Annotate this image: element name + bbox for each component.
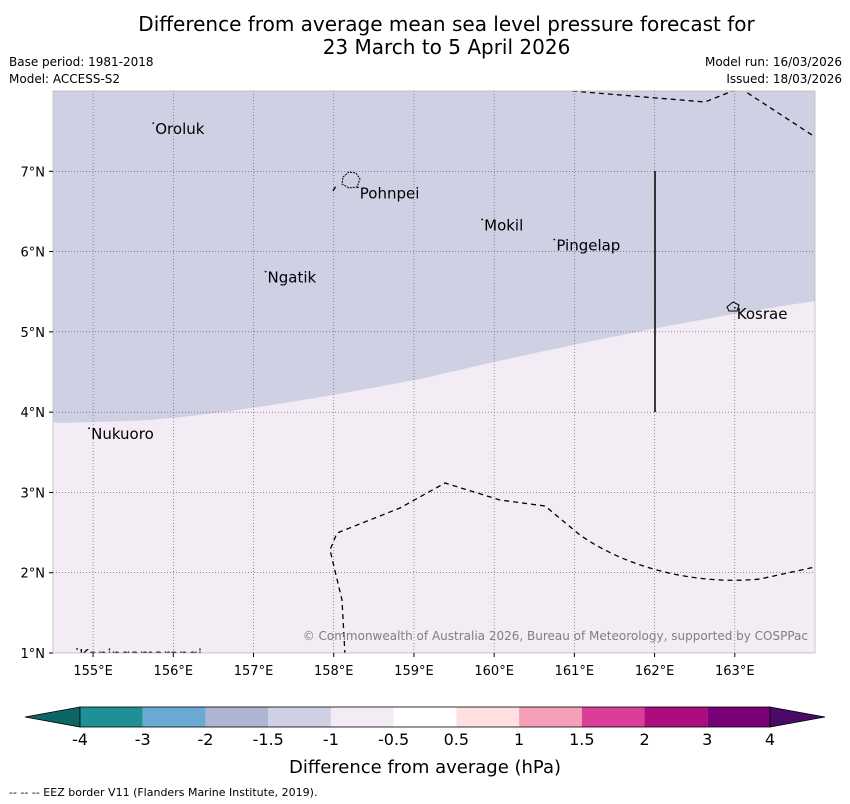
colorbar-segment [581, 707, 645, 727]
lon-tick-label: 160°E [474, 664, 514, 679]
colorbar-segment [707, 707, 770, 727]
issued-date: Issued: 18/03/2026 [726, 72, 842, 86]
place-label: Kapingamarangi [79, 646, 202, 664]
place-label: Ngatik [268, 269, 317, 287]
colorbar-under-arrow [24, 706, 81, 728]
lon-tick-label: 158°E [314, 664, 354, 679]
lat-tick-label: 2°N [21, 567, 46, 582]
lon-tick-label: 162°E [635, 664, 675, 679]
axis-ticks: 155°E 156°E 157°E 158°E 159°E 160°E 161°E 162°E… [21, 165, 755, 679]
colorbar-tick-label: 4 [765, 730, 775, 749]
lon-tick-label: 155°E [73, 664, 113, 679]
colorbar-tick-label: -1.5 [253, 730, 284, 749]
map-frame [52, 90, 816, 654]
pohnpei-island-outline [341, 171, 361, 189]
colorbar-tick-label: -2 [197, 730, 213, 749]
colorbar-segment [644, 707, 708, 727]
colorbar-tick-label: 3 [702, 730, 712, 749]
lon-tick-label: 159°E [394, 664, 434, 679]
meta-right: Model run: 16/03/2026 Issued: 18/03/2026 [705, 54, 842, 88]
eez-border-north [571, 91, 813, 136]
kosrae-island-outline [726, 301, 740, 312]
model-run: Model run: 16/03/2026 [704, 55, 842, 69]
colorbar-outline [79, 706, 771, 728]
place-marker [264, 270, 267, 273]
base-period: Base period: 1981-2018 [9, 55, 154, 69]
lon-tick-label: 161°E [555, 664, 595, 679]
colorbar-segment [80, 707, 143, 727]
colorbar-tick-label: -3 [135, 730, 151, 749]
colorbar-tick-label: -1 [323, 730, 339, 749]
colorbar-tick-label: -4 [72, 730, 88, 749]
colorbar-segment [205, 707, 269, 727]
colorbar-segment [142, 707, 206, 727]
lat-tick-label: 4°N [21, 406, 46, 421]
place-marker [481, 218, 484, 221]
colorbar-tick-label: 2 [639, 730, 649, 749]
colorbar: -4 -3 -2 -1.5 -1 -0.5 0.5 1 1.5 2 3 4 [24, 706, 826, 749]
place-label: Mokil [484, 216, 523, 234]
graticule [53, 91, 815, 653]
map-title: Difference from average mean sea level p… [0, 13, 850, 59]
colorbar-tick-label: -0.5 [378, 730, 409, 749]
model-name: Model: ACCESS-S2 [9, 72, 121, 86]
place-marker [76, 648, 78, 650]
lat-tick-label: 7°N [21, 165, 46, 180]
title-line-2: 23 March to 5 April 2026 [322, 35, 571, 59]
eez-border-south [329, 482, 815, 653]
lat-tick-label: 6°N [21, 246, 46, 261]
colorbar-segment [268, 707, 331, 727]
meta-left: Base period: 1981-2018 Model: ACCESS-S2 [9, 54, 154, 88]
colorbar-tick-label: 1.5 [569, 730, 594, 749]
place-label: Pingelap [556, 237, 620, 255]
place-label: Nukuoro [91, 425, 154, 443]
lat-tick-label: 5°N [21, 326, 46, 341]
lat-tick-label: 1°N [21, 647, 46, 662]
copyright-notice: © Commonwealth of Australia 2026, Bureau… [303, 629, 808, 643]
colorbar-label: Difference from average (hPa) [289, 757, 561, 778]
lon-tick-label: 157°E [234, 664, 274, 679]
eez-borders [329, 91, 815, 653]
place-marker [88, 427, 90, 430]
lat-tick-label: 3°N [21, 486, 46, 501]
colorbar-over-arrow [769, 706, 826, 728]
colorbar-segment [456, 707, 520, 727]
place-labels: Oroluk Pohnpei Mokil Pingelap Ngatik Kosrae Nu… [76, 120, 788, 664]
place-label: Oroluk [155, 120, 204, 138]
eez-legend-note: -- -- -- EEZ border V11 (Flanders Marine… [9, 786, 318, 799]
title-line-1: Difference from average mean sea level p… [138, 12, 755, 36]
colorbar-tick-label: 0.5 [444, 730, 469, 749]
anomaly-band-minus1.5-to-minus1 [53, 91, 815, 423]
place-label: Pohnpei [360, 184, 420, 202]
place-marker [152, 122, 155, 125]
place-marker [356, 186, 359, 189]
lon-tick-label: 163°E [715, 664, 755, 679]
place-label: Kosrae [737, 305, 788, 323]
eez-border-fragment [332, 185, 337, 192]
colorbar-segment [393, 707, 457, 727]
colorbar-segment [519, 707, 582, 727]
place-marker [733, 306, 736, 309]
colorbar-segment [330, 707, 394, 727]
lon-tick-label: 156°E [154, 664, 194, 679]
place-marker [553, 238, 556, 241]
colorbar-tick-label: 1 [514, 730, 524, 749]
map-area: Oroluk Pohnpei Mokil Pingelap Ngatik Kosrae Nu… [53, 91, 815, 664]
